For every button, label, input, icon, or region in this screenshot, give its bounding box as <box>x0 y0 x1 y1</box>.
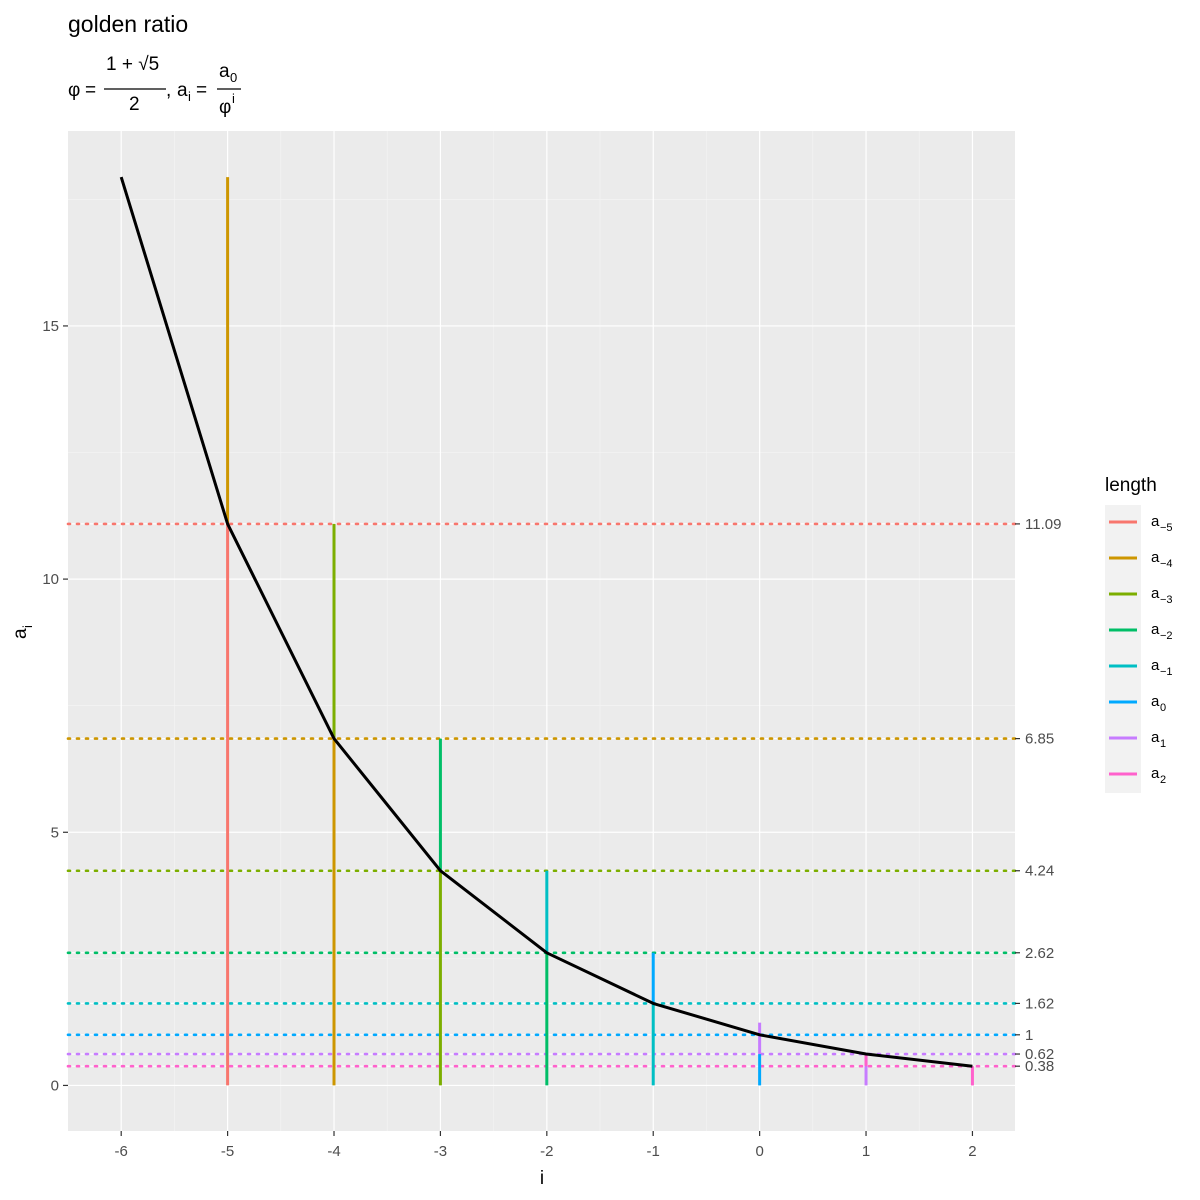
legend-label-sub: −1 <box>1160 666 1173 678</box>
right-tick-label: 1 <box>1025 1027 1033 1044</box>
grid-minor <box>68 131 1015 1131</box>
legend-label-sub: −5 <box>1160 522 1173 534</box>
right-tick-label: 1.62 <box>1025 995 1054 1012</box>
y-tick-label: 0 <box>51 1077 59 1094</box>
legend-label: a <box>1151 693 1160 710</box>
legend-label: a <box>1151 621 1160 638</box>
right-value-labels: 11.09 6.85 4.24 2.62 1.62 1 0.620.38 <box>1015 516 1061 1075</box>
subtitle-numerator: 1 + √5 <box>106 54 159 75</box>
legend-label: a <box>1151 549 1160 566</box>
subtitle-frac-den: φ <box>219 97 231 118</box>
x-tick-label: -1 <box>647 1143 660 1160</box>
subtitle-frac-num-sub: 0 <box>230 70 237 85</box>
right-tick-label: 2.62 <box>1025 945 1054 962</box>
legend-label-sub: 2 <box>1160 774 1166 786</box>
x-tick-label: -3 <box>434 1143 447 1160</box>
x-tick-label: 0 <box>755 1143 763 1160</box>
x-tick-label: 1 <box>862 1143 870 1160</box>
legend-label-sub: −2 <box>1160 630 1173 642</box>
subtitle-a-sub: i <box>188 89 191 104</box>
length-segments <box>226 177 974 1086</box>
subtitle-frac-den-sup: i <box>232 91 235 106</box>
x-axis: -6 -5 -4 -3 -2 -1 0 1 2 <box>115 1131 977 1160</box>
right-tick-label: 6.85 <box>1025 731 1054 748</box>
legend-label: a <box>1151 657 1160 674</box>
legend-label-sub: −3 <box>1160 594 1173 606</box>
legend-label-sub: 0 <box>1160 702 1166 714</box>
x-tick-label: -2 <box>540 1143 553 1160</box>
y-axis: 0 5 10 15 <box>42 318 68 1094</box>
chart-title: golden ratio <box>68 11 188 37</box>
legend-label: a <box>1151 765 1160 782</box>
x-tick-label: -5 <box>221 1143 234 1160</box>
y-axis-title: a i <box>10 625 35 639</box>
legend-entries: a −5a −4a −3a −2a −1a 0a 1a 2 <box>1109 513 1173 786</box>
subtitle-frac-num: a <box>219 61 230 82</box>
legend: length a −5a −4a −3a −2a −1a 0a 1a 2 <box>1105 475 1173 793</box>
right-tick-label: 0.62 <box>1025 1046 1054 1063</box>
right-tick-label: 0.38 <box>1025 1058 1054 1075</box>
legend-label: a <box>1151 585 1160 602</box>
x-tick-label: -6 <box>115 1143 128 1160</box>
subtitle-phi: φ <box>68 80 80 101</box>
y-axis-title-base: a <box>10 628 31 639</box>
legend-label-sub: 1 <box>1160 738 1166 750</box>
y-tick-label: 15 <box>42 318 59 335</box>
x-tick-label: -4 <box>327 1143 340 1160</box>
x-tick-label: 2 <box>968 1143 976 1160</box>
legend-label-sub: −4 <box>1160 558 1173 570</box>
plot-panel <box>68 131 1015 1131</box>
y-tick-label: 10 <box>42 571 59 588</box>
subtitle-separator: , <box>166 80 171 101</box>
subtitle-equals: = <box>85 80 96 101</box>
legend-title: length <box>1105 475 1157 496</box>
y-tick-label: 5 <box>51 824 59 841</box>
curve-line <box>119 176 973 1068</box>
legend-label: a <box>1151 513 1160 530</box>
subtitle-a-equals: = <box>196 80 207 101</box>
y-axis-title-sub: i <box>20 625 35 628</box>
x-axis-title: i <box>540 1168 544 1189</box>
right-tick-label: 4.24 <box>1025 863 1054 880</box>
legend-key-background <box>1105 505 1141 793</box>
right-tick-label: 11.09 <box>1025 516 1061 533</box>
subtitle-a: a <box>177 80 188 101</box>
legend-label: a <box>1151 729 1160 746</box>
subtitle-denominator: 2 <box>129 94 140 115</box>
chart-subtitle: φ = 1 + √5 2 , a i = a 0 φ i <box>68 54 241 118</box>
